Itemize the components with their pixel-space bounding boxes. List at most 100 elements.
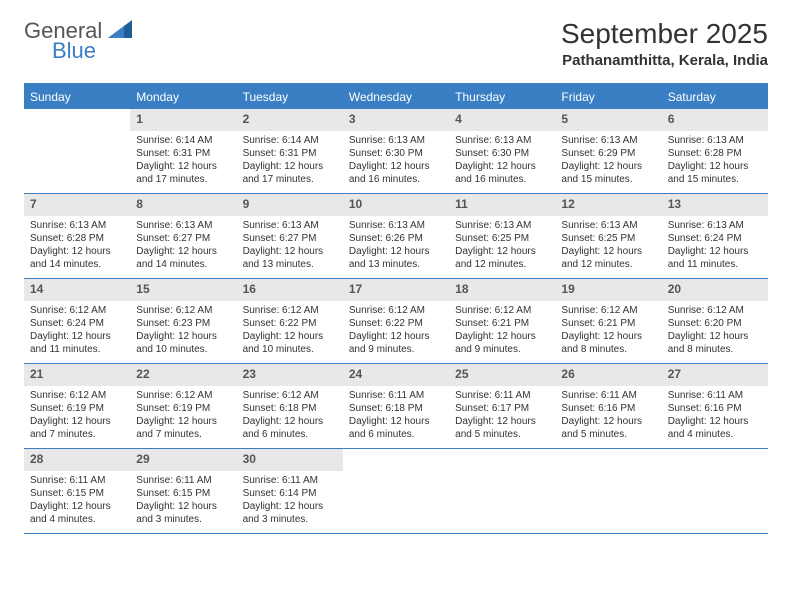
- calendar: Sunday Monday Tuesday Wednesday Thursday…: [24, 83, 768, 534]
- day-body: Sunrise: 6:12 AMSunset: 6:19 PMDaylight:…: [130, 386, 236, 447]
- day-info-line: Sunrise: 6:13 AM: [349, 219, 443, 232]
- day-body: Sunrise: 6:11 AMSunset: 6:18 PMDaylight:…: [343, 386, 449, 447]
- day-cell: 1Sunrise: 6:14 AMSunset: 6:31 PMDaylight…: [130, 109, 236, 193]
- weekday-tuesday: Tuesday: [237, 85, 343, 109]
- day-number: [449, 449, 555, 471]
- day-number: 8: [130, 194, 236, 216]
- day-info-line: Sunrise: 6:12 AM: [136, 304, 230, 317]
- day-info-line: Daylight: 12 hours and 6 minutes.: [243, 415, 337, 441]
- day-number: 30: [237, 449, 343, 471]
- day-body: Sunrise: 6:13 AMSunset: 6:30 PMDaylight:…: [343, 131, 449, 192]
- day-info-line: Sunrise: 6:11 AM: [243, 474, 337, 487]
- day-body: Sunrise: 6:12 AMSunset: 6:22 PMDaylight:…: [343, 301, 449, 362]
- day-info-line: Sunset: 6:22 PM: [349, 317, 443, 330]
- day-cell: 9Sunrise: 6:13 AMSunset: 6:27 PMDaylight…: [237, 194, 343, 278]
- day-cell: 5Sunrise: 6:13 AMSunset: 6:29 PMDaylight…: [555, 109, 661, 193]
- day-info-line: Sunset: 6:20 PM: [668, 317, 762, 330]
- day-cell: 30 Sunrise: 6:11 AMSunset: 6:14 PMDayligh…: [237, 449, 343, 533]
- day-cell: [555, 449, 661, 533]
- day-info-line: Sunrise: 6:12 AM: [243, 304, 337, 317]
- day-cell: 17Sunrise: 6:12 AMSunset: 6:22 PMDayligh…: [343, 279, 449, 363]
- day-info-line: Daylight: 12 hours and 6 minutes.: [349, 415, 443, 441]
- day-info-line: Sunrise: 6:12 AM: [30, 389, 124, 402]
- weekday-header-row: Sunday Monday Tuesday Wednesday Thursday…: [24, 85, 768, 109]
- day-cell: 14Sunrise: 6:12 AMSunset: 6:24 PMDayligh…: [24, 279, 130, 363]
- header: General Blue September 2025 Pathanamthit…: [24, 18, 768, 69]
- day-info-line: Sunrise: 6:13 AM: [30, 219, 124, 232]
- day-info-line: Sunset: 6:18 PM: [243, 402, 337, 415]
- day-info-line: Sunset: 6:31 PM: [136, 147, 230, 160]
- day-cell: 2Sunrise: 6:14 AMSunset: 6:31 PMDaylight…: [237, 109, 343, 193]
- day-number: 6: [662, 109, 768, 131]
- day-info-line: Daylight: 12 hours and 7 minutes.: [30, 415, 124, 441]
- day-cell: 29Sunrise: 6:11 AMSunset: 6:15 PMDayligh…: [130, 449, 236, 533]
- day-info-line: Daylight: 12 hours and 12 minutes.: [455, 245, 549, 271]
- day-cell: 28Sunrise: 6:11 AMSunset: 6:15 PMDayligh…: [24, 449, 130, 533]
- day-info-line: Sunrise: 6:13 AM: [668, 219, 762, 232]
- day-info-line: Sunset: 6:16 PM: [561, 402, 655, 415]
- day-cell: 12Sunrise: 6:13 AMSunset: 6:25 PMDayligh…: [555, 194, 661, 278]
- day-info-line: Sunrise: 6:12 AM: [455, 304, 549, 317]
- day-info-line: Daylight: 12 hours and 11 minutes.: [668, 245, 762, 271]
- day-info-line: Sunset: 6:27 PM: [243, 232, 337, 245]
- weekday-wednesday: Wednesday: [343, 85, 449, 109]
- day-info-line: Sunset: 6:21 PM: [561, 317, 655, 330]
- day-info-line: Daylight: 12 hours and 14 minutes.: [30, 245, 124, 271]
- day-cell: 23Sunrise: 6:12 AMSunset: 6:18 PMDayligh…: [237, 364, 343, 448]
- day-info-line: Daylight: 12 hours and 17 minutes.: [136, 160, 230, 186]
- day-info-line: Daylight: 12 hours and 16 minutes.: [455, 160, 549, 186]
- day-cell: 24Sunrise: 6:11 AMSunset: 6:18 PMDayligh…: [343, 364, 449, 448]
- day-info-line: Daylight: 12 hours and 17 minutes.: [243, 160, 337, 186]
- week-row: 14Sunrise: 6:12 AMSunset: 6:24 PMDayligh…: [24, 279, 768, 364]
- day-info-line: Daylight: 12 hours and 5 minutes.: [561, 415, 655, 441]
- day-info-line: Sunset: 6:28 PM: [668, 147, 762, 160]
- day-info-line: Sunset: 6:14 PM: [243, 487, 337, 500]
- week-row: 1Sunrise: 6:14 AMSunset: 6:31 PMDaylight…: [24, 109, 768, 194]
- day-info-line: Daylight: 12 hours and 13 minutes.: [349, 245, 443, 271]
- day-info-line: Sunrise: 6:13 AM: [561, 134, 655, 147]
- day-body: Sunrise: 6:12 AMSunset: 6:22 PMDaylight:…: [237, 301, 343, 362]
- day-info-line: Sunset: 6:19 PM: [30, 402, 124, 415]
- day-body: Sunrise: 6:13 AMSunset: 6:30 PMDaylight:…: [449, 131, 555, 192]
- day-number: 11: [449, 194, 555, 216]
- day-info-line: Daylight: 12 hours and 11 minutes.: [30, 330, 124, 356]
- logo-triangle-icon: [108, 18, 132, 44]
- day-info-line: Sunrise: 6:11 AM: [30, 474, 124, 487]
- day-info-line: Sunrise: 6:13 AM: [455, 134, 549, 147]
- month-title: September 2025: [561, 18, 768, 50]
- day-info-line: Daylight: 12 hours and 8 minutes.: [668, 330, 762, 356]
- day-info-line: Daylight: 12 hours and 16 minutes.: [349, 160, 443, 186]
- day-number: 26: [555, 364, 661, 386]
- day-body: Sunrise: 6:13 AMSunset: 6:25 PMDaylight:…: [449, 216, 555, 277]
- day-cell: 16Sunrise: 6:12 AMSunset: 6:22 PMDayligh…: [237, 279, 343, 363]
- logo: General Blue: [24, 18, 132, 64]
- day-info-line: Sunset: 6:30 PM: [455, 147, 549, 160]
- day-number: 7: [24, 194, 130, 216]
- day-info-line: Daylight: 12 hours and 9 minutes.: [455, 330, 549, 356]
- day-number: 10: [343, 194, 449, 216]
- day-info-line: Sunrise: 6:14 AM: [243, 134, 337, 147]
- day-body: Sunrise: 6:12 AMSunset: 6:18 PMDaylight:…: [237, 386, 343, 447]
- day-number: 17: [343, 279, 449, 301]
- day-info-line: Daylight: 12 hours and 12 minutes.: [561, 245, 655, 271]
- day-body: Sunrise: 6:12 AMSunset: 6:19 PMDaylight:…: [24, 386, 130, 447]
- day-info-line: Daylight: 12 hours and 8 minutes.: [561, 330, 655, 356]
- title-block: September 2025 Pathanamthitta, Kerala, I…: [561, 18, 768, 69]
- day-info-line: Sunset: 6:24 PM: [668, 232, 762, 245]
- day-number: 18: [449, 279, 555, 301]
- day-cell: [449, 449, 555, 533]
- day-info-line: Sunrise: 6:11 AM: [136, 474, 230, 487]
- day-info-line: Sunset: 6:23 PM: [136, 317, 230, 330]
- day-cell: 18Sunrise: 6:12 AMSunset: 6:21 PMDayligh…: [449, 279, 555, 363]
- day-info-line: Daylight: 12 hours and 3 minutes.: [136, 500, 230, 526]
- day-body: Sunrise: 6:12 AMSunset: 6:23 PMDaylight:…: [130, 301, 236, 362]
- day-info-line: Sunset: 6:30 PM: [349, 147, 443, 160]
- day-number: 21: [24, 364, 130, 386]
- day-info-line: Daylight: 12 hours and 3 minutes.: [243, 500, 337, 526]
- day-body: Sunrise: 6:11 AMSunset: 6:16 PMDaylight:…: [662, 386, 768, 447]
- day-info-line: Sunrise: 6:12 AM: [668, 304, 762, 317]
- day-info-line: Daylight: 12 hours and 13 minutes.: [243, 245, 337, 271]
- day-cell: 25Sunrise: 6:11 AMSunset: 6:17 PMDayligh…: [449, 364, 555, 448]
- day-body: Sunrise: 6:12 AMSunset: 6:21 PMDaylight:…: [449, 301, 555, 362]
- weeks-container: 1Sunrise: 6:14 AMSunset: 6:31 PMDaylight…: [24, 109, 768, 534]
